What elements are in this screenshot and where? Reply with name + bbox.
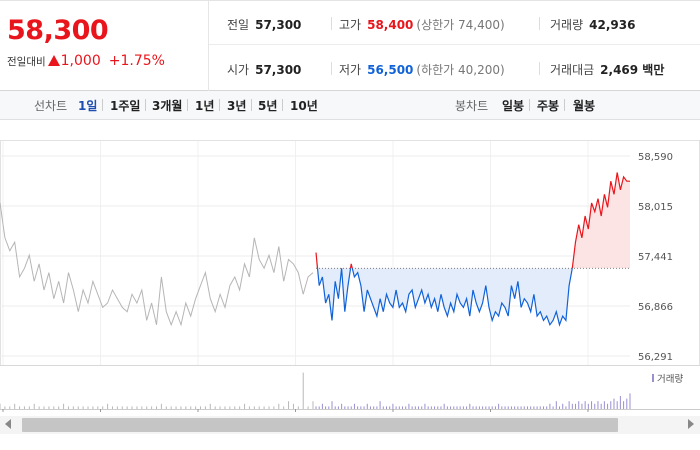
today-line-up (315, 172, 630, 269)
divider (539, 62, 540, 75)
y-tick-label: 56,866 (638, 302, 673, 313)
tab-divider (102, 99, 103, 111)
divider (539, 17, 540, 30)
tab-10y[interactable]: 10년 (290, 99, 318, 113)
tab-1w[interactable]: 1주일 (110, 99, 141, 113)
tab-weekly-candle[interactable]: 주봉 (537, 99, 560, 113)
candle-chart-label: 봉차트 (455, 99, 489, 113)
y-tick-label: 56,291 (638, 352, 673, 363)
stats-panel: 전일 57,300 고가 58,400 (상한가 74,400) 거래량 42,936 … (209, 1, 700, 91)
tab-1d[interactable]: 1일 (78, 99, 98, 113)
stat-open: 시가 57,300 (227, 63, 302, 77)
change-label: 전일대비 (7, 56, 46, 68)
quote-header: 58,300 전일대비 1,000 +1.75% 전일 57,300 고가 58,400… (0, 0, 700, 91)
tab-monthly-candle[interactable]: 월봉 (573, 99, 596, 113)
y-tick-label: 58,590 (638, 152, 673, 163)
price-box: 58,300 전일대비 1,000 +1.75% (0, 1, 209, 91)
below-base-fill (316, 268, 630, 325)
tab-divider (145, 99, 146, 111)
stats-row-1: 전일 57,300 고가 58,400 (상한가 74,400) 거래량 42,936 (209, 1, 700, 45)
stat-low: 저가 56,500 (하한가 40,200) (339, 63, 505, 77)
stat-prev-close: 전일 57,300 (227, 18, 302, 32)
tab-divider (529, 99, 530, 111)
stat-amount: 거래대금 2,469 백만 (550, 63, 665, 77)
tab-divider (282, 99, 283, 111)
line-chart-label: 선차트 (34, 99, 68, 113)
chart-tabs: 선차트 1일 1주일 3개월 1년 3년 5년 10년 봉차트 일봉 주봉 월봉 (0, 91, 700, 120)
tab-divider (251, 99, 252, 111)
current-price: 58,300 (7, 15, 109, 46)
price-chart[interactable]: 58,590 58,015 57,441 56,866 56,291 거래량 (0, 120, 700, 450)
y-tick-label: 57,441 (638, 252, 673, 263)
divider (331, 62, 332, 75)
above-base-fill (316, 172, 630, 269)
stat-volume: 거래량 42,936 (550, 18, 636, 32)
scrollbar-thumb[interactable] (22, 418, 618, 432)
stats-row-2: 시가 57,300 저가 56,500 (하한가 40,200) 거래대금 2,469 … (209, 46, 700, 90)
divider (331, 17, 332, 30)
tab-divider (564, 99, 565, 111)
prev-day-line (0, 202, 314, 327)
y-tick-label: 58,015 (638, 202, 673, 213)
tab-3y[interactable]: 3년 (227, 99, 247, 113)
change-percent: +1.75% (108, 53, 165, 69)
up-triangle-icon (47, 55, 60, 66)
change-value: 1,000 (60, 53, 101, 69)
volume-legend-swatch (652, 374, 654, 382)
tab-3m[interactable]: 3개월 (152, 99, 183, 113)
tab-daily-candle[interactable]: 일봉 (502, 99, 525, 113)
tab-5y[interactable]: 5년 (258, 99, 278, 113)
volume-legend-label: 거래량 (657, 373, 683, 385)
price-change: 전일대비 1,000 +1.75% (7, 53, 165, 69)
today-line-down (316, 268, 573, 327)
tab-divider (187, 99, 188, 111)
tab-divider (219, 99, 220, 111)
tab-1y[interactable]: 1년 (195, 99, 215, 113)
scroll-right-arrow-icon[interactable] (688, 419, 694, 429)
scroll-left-arrow-icon[interactable] (5, 419, 11, 429)
stat-high: 고가 58,400 (상한가 74,400) (339, 18, 505, 32)
